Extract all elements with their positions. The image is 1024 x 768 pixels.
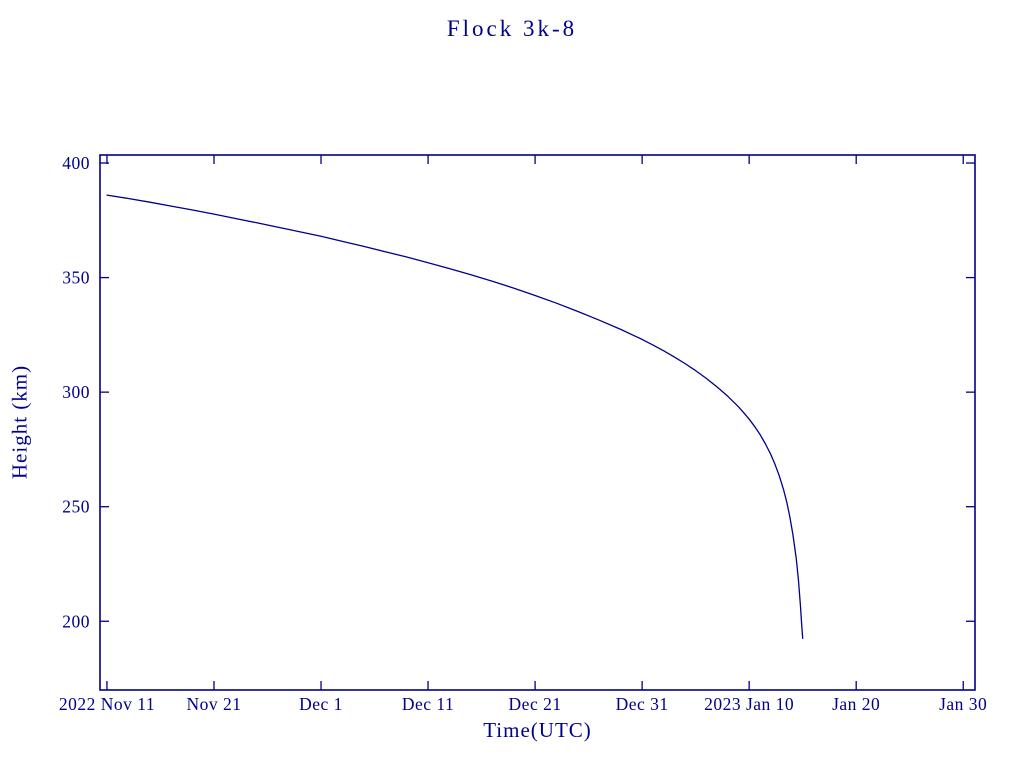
decay-curve <box>106 194 804 640</box>
x-tick-label: Nov 21 <box>186 694 241 714</box>
x-tick-label: Jan 30 <box>939 694 987 714</box>
x-tick-label: Dec 31 <box>616 694 669 714</box>
y-tick-label: 250 <box>62 497 90 517</box>
y-tick-label: 400 <box>62 153 90 173</box>
y-tick-label: 350 <box>62 268 90 288</box>
x-tick-label: Dec 21 <box>509 694 562 714</box>
x-axis-label: Time(UTC) <box>483 718 592 742</box>
chart-title: Flock 3k-8 <box>446 16 578 41</box>
y-tick-label: 200 <box>62 611 90 631</box>
x-tick-label: 2022 Nov 11 <box>59 694 155 714</box>
y-tick-label: 300 <box>62 382 90 402</box>
plot-frame <box>99 154 976 691</box>
x-tick-label: Dec 11 <box>402 694 454 714</box>
y-axis-label: Height (km) <box>7 364 32 480</box>
x-tick-label: 2023 Jan 10 <box>704 694 794 714</box>
x-tick-label: Jan 20 <box>832 694 880 714</box>
x-tick-label: Dec 1 <box>299 694 343 714</box>
